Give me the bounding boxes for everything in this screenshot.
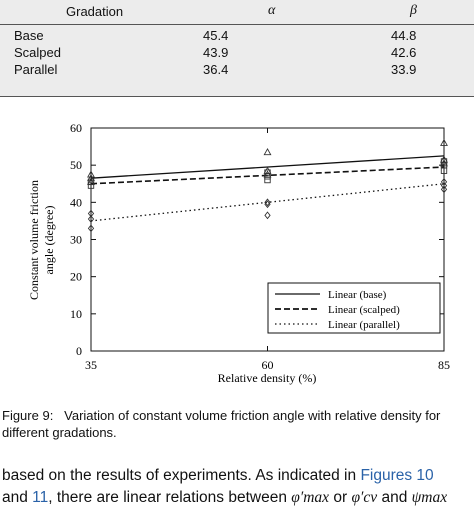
data-points [87, 138, 448, 233]
phi-max-symbol: φ′max [291, 489, 330, 506]
y-tick-label: 40 [70, 195, 82, 209]
y-tick-label: 50 [70, 158, 82, 172]
data-point-square [264, 169, 271, 176]
y-axis-label-line2: angle (degree) [42, 206, 56, 275]
body-paragraph: based on the results of experiments. As … [2, 465, 474, 509]
friction-angle-chart: 0 10 20 30 40 50 60 35 60 85 Relative density (%)… [27, 121, 450, 385]
data-point-diamond [87, 224, 95, 233]
data-point-diamond [87, 209, 95, 218]
caption-text-line2: different gradations. [2, 425, 117, 440]
table-row-scalped-alpha: 43.9 [203, 45, 229, 60]
data-point-diamond [264, 200, 271, 209]
figure-11-link[interactable]: 11 [32, 489, 49, 506]
data-point-triangle [440, 138, 448, 146]
data-point-square [440, 158, 448, 165]
legend-label-parallel: Linear (parallel) [328, 319, 400, 331]
chart-legend: Linear (base) Linear (scalped) Linear (p… [267, 282, 441, 334]
y-axis-label-line1: Constant volume friction [27, 180, 41, 300]
caption-label: Figure 9: [2, 408, 54, 423]
body-or: or [329, 489, 352, 506]
table-row-base-label: Base [14, 28, 44, 43]
data-point-square [87, 182, 95, 189]
body-and: and [377, 489, 412, 506]
table-bottom-rule [0, 96, 474, 97]
table-row-base-alpha: 45.4 [203, 28, 229, 43]
x-tick-label: 85 [438, 358, 450, 372]
data-point-square [87, 178, 95, 186]
data-point-diamond [264, 211, 271, 220]
data-point-diamond [87, 215, 95, 223]
table-header-row [0, 0, 474, 25]
y-tick-label: 20 [70, 270, 82, 284]
data-point-diamond [440, 177, 448, 186]
table-row-scalped-label: Scalped [14, 45, 61, 60]
body-line2-text: and [2, 489, 33, 506]
table-row-parallel-beta: 33.9 [391, 62, 417, 77]
data-point-triangle [87, 174, 95, 182]
data-point-diamond [440, 181, 448, 190]
data-point-triangle [440, 159, 448, 167]
data-point-triangle [87, 170, 95, 178]
legend-box [267, 282, 441, 334]
psi-max-symbol: ψmax [411, 489, 448, 506]
phi-cv-symbol: φ′cv [351, 489, 378, 506]
legend-label-scalped: Linear (scalped) [328, 304, 400, 316]
data-point-diamond [440, 185, 448, 194]
y-tick-label: 60 [70, 121, 82, 135]
table-row-parallel-alpha: 36.4 [203, 62, 229, 77]
body-line2-mid: , there are linear relations between [48, 489, 292, 506]
data-point-square [264, 176, 271, 184]
y-axis-label: Constant volume friction angle (degree) [27, 180, 56, 300]
figure-caption: Figure 9: Variation of constant volume f… [2, 407, 474, 441]
fit-line-2 [90, 183, 445, 222]
caption-text-line1: Variation of constant volume friction an… [64, 408, 441, 423]
fit-lines [90, 155, 445, 222]
table-row-parallel-label: Parallel [14, 62, 58, 77]
figures-10-link[interactable]: Figures 10 [360, 467, 434, 484]
table-row-base-beta: 44.8 [391, 28, 417, 43]
table-header-alpha: α [268, 3, 276, 18]
data-point-triangle [263, 148, 272, 156]
table-row-scalped-beta: 42.6 [391, 45, 417, 60]
data-point-diamond [264, 198, 271, 207]
table-header-beta: β [410, 3, 417, 18]
x-tick-label: 35 [85, 358, 97, 372]
data-point-square [440, 167, 448, 174]
data-point-square [264, 173, 271, 180]
y-tick-label: 10 [70, 307, 82, 321]
body-line1-text: based on the results of experiments. As … [2, 467, 361, 484]
y-tick-label: 30 [70, 233, 82, 247]
table-header-gradation: Gradation [66, 4, 124, 19]
y-tick-label: 0 [76, 344, 82, 358]
legend-label-base: Linear (base) [328, 289, 387, 301]
x-tick-label: 60 [262, 358, 274, 372]
x-axis-label: Relative density (%) [218, 371, 317, 385]
axis-ticks: 0 10 20 30 40 50 60 35 60 85 [70, 121, 450, 372]
gradation-table: Gradation α β Base 45.4 44.8 Scalped 43.… [0, 0, 474, 97]
